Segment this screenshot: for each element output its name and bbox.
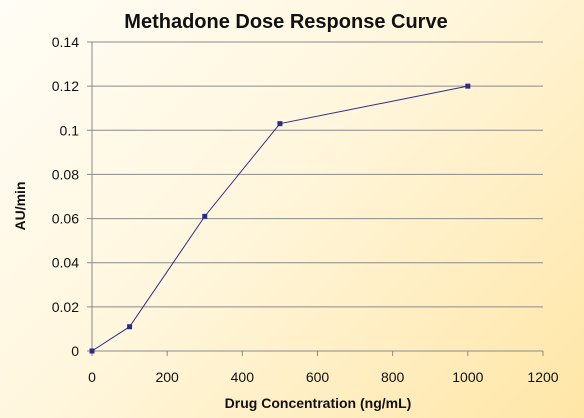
x-tick-label: 800 (381, 369, 405, 385)
y-tick-labels: 0 0.02 0.04 0.06 0.08 0.1 0.12 0.14 (52, 34, 79, 359)
y-tick-label: 0.06 (52, 211, 79, 227)
y-axis-title: AU/min (12, 182, 28, 231)
series-layer (89, 83, 471, 354)
x-tick-label: 1200 (527, 369, 558, 385)
x-tick-label: 600 (306, 369, 330, 385)
grid-lines (92, 41, 543, 308)
y-tick-label: 0.08 (52, 166, 79, 182)
x-tick-labels: 0 200 400 600 800 1000 1200 (88, 369, 559, 385)
data-point (127, 324, 133, 330)
x-tick-label: 400 (231, 369, 255, 385)
y-tick-label: 0.04 (52, 255, 79, 271)
data-point (89, 348, 95, 354)
y-tick-label: 0.02 (52, 299, 79, 315)
axes (87, 41, 544, 356)
x-tick-label: 200 (155, 369, 179, 385)
x-axis-title: Drug Concentration (ng/mL) (225, 395, 412, 411)
data-point (465, 83, 471, 89)
y-tick-label: 0.12 (52, 78, 79, 94)
data-point (202, 213, 208, 219)
y-tick-label: 0 (71, 343, 79, 359)
data-point (277, 121, 283, 127)
y-tick-label: 0.1 (60, 122, 80, 138)
x-tick-label: 1000 (452, 369, 483, 385)
chart-title: Methadone Dose Response Curve (124, 11, 447, 33)
y-tick-label: 0.14 (52, 34, 79, 50)
x-tick-label: 0 (88, 369, 96, 385)
